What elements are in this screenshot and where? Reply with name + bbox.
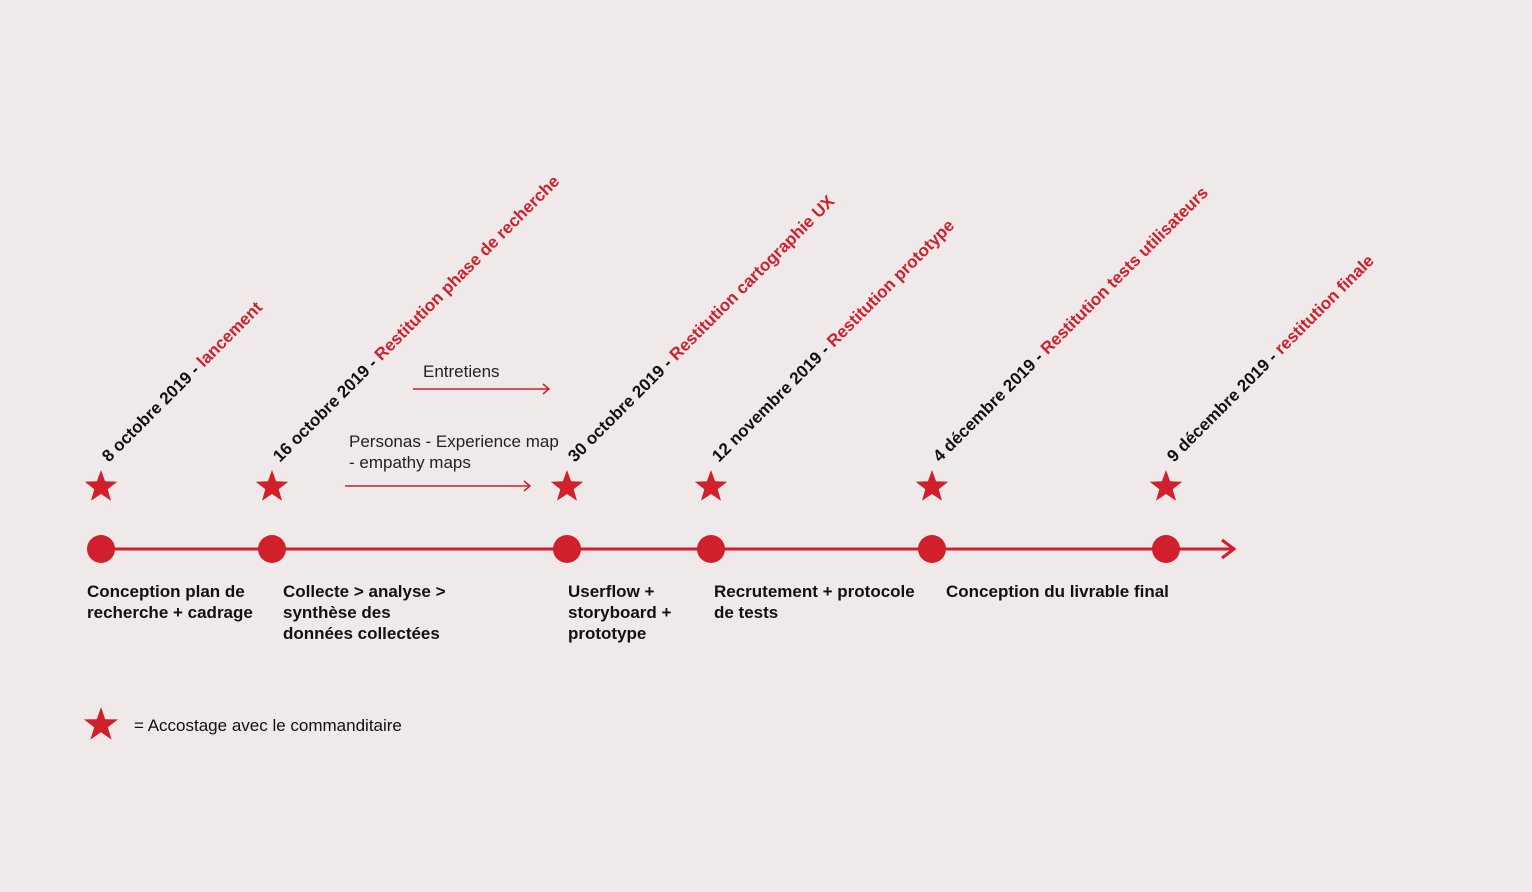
interviews-arrow	[413, 383, 551, 395]
phase-description: Conception plan de recherche + cadrage	[87, 582, 253, 622]
phase-description: Collecte > analyse > synthèse des donnée…	[283, 582, 446, 643]
milestone-dot	[87, 535, 115, 563]
timeline-arrowhead	[1221, 538, 1237, 560]
milestone-star-icon	[84, 470, 118, 501]
legend-star-icon	[83, 707, 119, 740]
milestone-star-icon	[1149, 470, 1183, 501]
milestone-dot	[1152, 535, 1180, 563]
milestone-dot	[258, 535, 286, 563]
personas-arrow	[345, 480, 532, 492]
phase-description: Userflow + storyboard + prototype	[568, 582, 672, 643]
milestone-star-icon	[550, 470, 584, 501]
phase-description: Recrutement + protocole de tests	[714, 582, 915, 622]
milestone-star-icon	[694, 470, 728, 501]
milestone-dot	[553, 535, 581, 563]
milestone-dot	[697, 535, 725, 563]
legend-text: = Accostage avec le commanditaire	[134, 716, 402, 735]
milestone-star-icon	[255, 470, 289, 501]
milestone-star-icon	[915, 470, 949, 501]
phase-description: Conception du livrable final	[946, 582, 1169, 601]
interviews-note: Entretiens	[423, 362, 500, 381]
personas-note: Personas - Experience map - empathy maps	[349, 432, 559, 472]
milestone-dot	[918, 535, 946, 563]
